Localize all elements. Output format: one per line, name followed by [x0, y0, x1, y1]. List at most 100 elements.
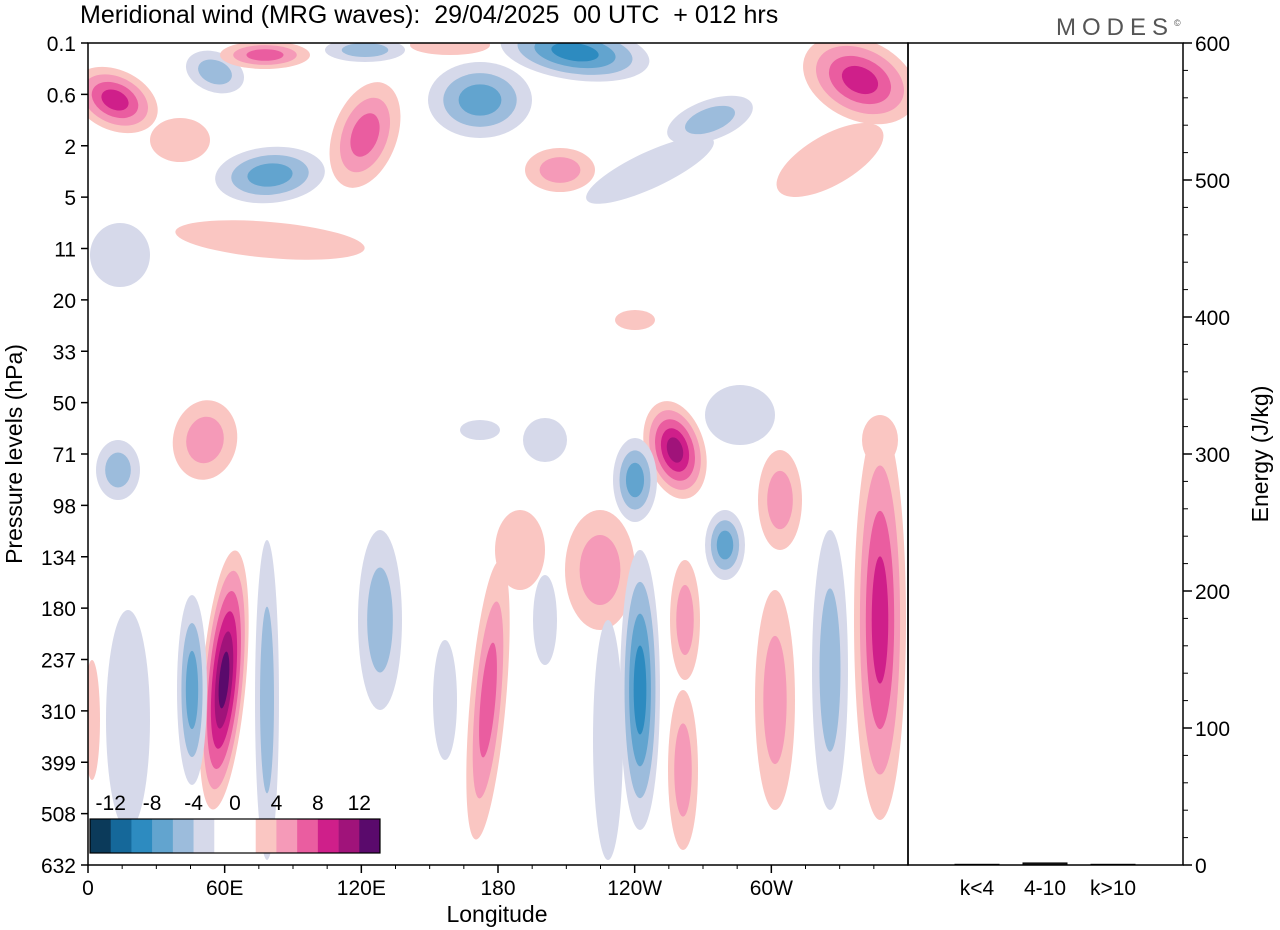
pos-anomaly	[495, 510, 545, 590]
chart-title: Meridional wind (MRG waves): 29/04/2025 …	[80, 1, 779, 29]
x-axis-title: Longitude	[446, 901, 547, 927]
colorbar-swatch	[172, 819, 194, 853]
contour-level	[186, 416, 224, 464]
contour-level	[841, 65, 879, 95]
contour-level	[88, 660, 100, 780]
neg-anomaly	[523, 418, 567, 462]
energy-tick-label: 400	[1195, 307, 1230, 330]
energy-tick-label: 500	[1195, 170, 1230, 193]
colorbar-swatch	[255, 819, 277, 853]
y-tick-label: 50	[53, 393, 76, 416]
y-axis-title: Pressure levels (hPa)	[1, 344, 27, 564]
pos-anomaly	[758, 450, 802, 550]
pos-anomaly	[199, 550, 249, 810]
neg-anomaly	[325, 43, 405, 62]
contour-level	[579, 535, 621, 605]
y-tick-label: 98	[53, 495, 76, 518]
y-tick-label: 71	[53, 444, 76, 467]
colorbar-swatch	[193, 819, 215, 853]
neg-anomaly	[215, 146, 325, 204]
neg-anomaly	[358, 530, 402, 710]
pos-anomaly	[670, 560, 700, 680]
y-tick-label: 5	[64, 187, 76, 210]
energy-tick-label: 100	[1195, 718, 1230, 741]
pos-anomaly	[565, 510, 635, 630]
x-tick-label: 120W	[607, 877, 662, 900]
contour-level	[260, 606, 274, 794]
colorbar-label: 0	[229, 792, 241, 815]
y-tick-label: 180	[41, 598, 76, 621]
energy-tick-label: 300	[1195, 444, 1230, 467]
y-tick-label: 632	[41, 855, 76, 878]
neg-anomaly	[428, 62, 532, 138]
contour-level	[175, 220, 365, 260]
colorbar-swatch	[235, 819, 257, 853]
axes: 0.1 0.6 2 5 11 20 33 50 71 98 134 180 237 310 399 508 63…	[1, 33, 1273, 927]
contour-level	[633, 645, 647, 735]
colorbar-swatch	[131, 819, 153, 853]
x-tick-label: 60W	[750, 877, 793, 900]
colorbar-swatch	[297, 819, 319, 853]
contour-level	[479, 642, 497, 758]
contour-level	[101, 89, 129, 111]
energy-plot-frame	[907, 42, 1184, 866]
contour-level	[90, 223, 150, 287]
y-tick-label: 399	[41, 752, 76, 775]
colorbar-label: 8	[312, 792, 324, 815]
energy-tick-label: 600	[1195, 33, 1230, 56]
pos-anomaly	[668, 690, 698, 850]
neg-anomaly	[433, 640, 457, 760]
neg-anomaly	[613, 438, 657, 522]
pos-anomaly	[88, 66, 158, 134]
neg-anomaly	[106, 610, 150, 830]
contour-level	[106, 610, 150, 830]
pos-anomaly	[220, 43, 310, 69]
logo-text: MODES	[1056, 14, 1175, 41]
contour-level	[819, 588, 841, 752]
contour-level	[586, 136, 714, 204]
y-tick-label: 237	[41, 650, 76, 673]
x-tick-label: 60E	[206, 877, 243, 900]
contour-level	[458, 84, 502, 116]
y-tick-label: 2	[64, 136, 76, 159]
pos-anomaly	[643, 401, 707, 499]
contour-level	[871, 556, 889, 684]
colorbar-frame	[89, 818, 381, 854]
contour-level	[625, 462, 645, 498]
pos-anomaly	[525, 148, 595, 192]
pos-anomaly	[88, 660, 100, 780]
neg-anomaly	[586, 136, 714, 204]
colorbar-label: -4	[184, 792, 203, 815]
colorbar-swatch	[317, 819, 339, 853]
contour-level	[763, 635, 787, 765]
contour-level	[676, 585, 694, 655]
x-tick-label: 120E	[337, 877, 386, 900]
neg-anomaly	[620, 550, 660, 830]
contour-level	[523, 418, 567, 462]
contour-level	[776, 123, 884, 197]
energy-axis-title: Energy (J/kg)	[1247, 386, 1273, 523]
contour-level	[341, 43, 389, 57]
colorbar-swatch	[338, 819, 360, 853]
pos-anomaly	[175, 220, 365, 260]
contour-level	[767, 470, 793, 530]
y-tick-label: 508	[41, 804, 76, 827]
contour-level	[410, 43, 490, 55]
neg-anomaly	[177, 595, 207, 785]
colorbar-swatch	[359, 819, 381, 853]
pos-anomaly	[776, 123, 884, 197]
modes-logo: MODES©	[1056, 8, 1181, 43]
x-tick-label: 180	[480, 877, 515, 900]
neg-anomaly	[90, 223, 150, 287]
y-tick-label: 20	[53, 290, 76, 313]
contour-level	[367, 567, 393, 673]
colorbar-label: 12	[348, 792, 371, 815]
colorbar-swatch	[110, 819, 132, 853]
colorbar-label: -12	[96, 792, 126, 815]
energy-category-label: k<4	[960, 877, 995, 900]
contour-level	[460, 420, 500, 440]
pos-anomaly	[172, 400, 238, 480]
logo-mark: ©	[1174, 18, 1181, 28]
contour-level	[674, 723, 692, 817]
contour-level	[533, 575, 557, 665]
